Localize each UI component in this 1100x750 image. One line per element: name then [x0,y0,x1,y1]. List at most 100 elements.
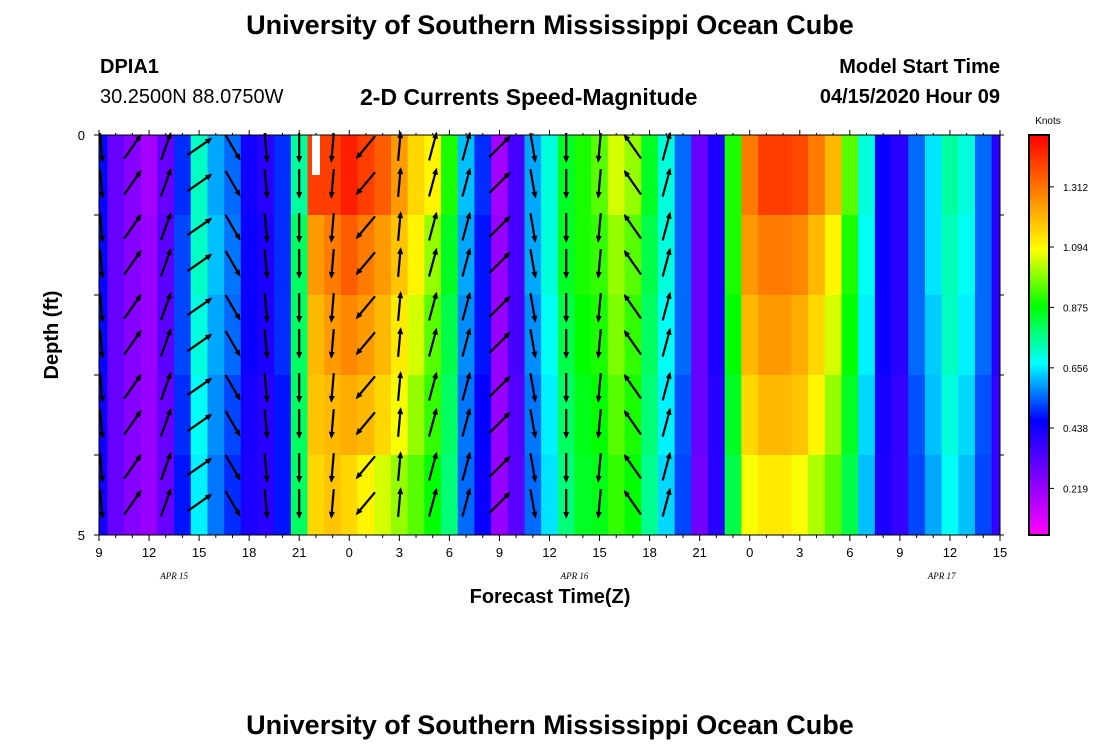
x-tick-label: 0 [346,545,353,560]
heatmap-cell [99,455,108,536]
current-arrow [397,211,404,241]
current-arrow [98,409,105,439]
current-arrow [355,251,376,276]
current-arrow [224,294,241,321]
current-arrow [263,169,270,199]
heatmap-cell [140,375,158,456]
heatmap-cell [507,295,525,376]
heatmap-cell [207,455,225,536]
heatmap-cell [858,455,876,536]
heatmap-cell [941,375,959,456]
heatmap-cell [808,135,826,216]
current-arrow [159,131,172,161]
heatmap-cell [207,375,225,456]
x-tick-label: 18 [642,545,656,560]
current-arrow [461,487,472,517]
x-date-label: APR 15 [159,571,188,581]
current-arrow [529,169,538,199]
heatmap-cell [858,135,876,216]
heatmap-cell [874,135,892,216]
current-arrow [428,487,438,517]
heatmap-cell [507,455,525,536]
current-arrow [355,295,376,320]
heatmap-cell [207,295,225,376]
current-arrow [529,329,538,359]
heatmap-cell [874,215,892,296]
current-arrow [661,407,672,437]
current-arrow [123,329,142,356]
x-tick-label: 3 [796,545,803,560]
heatmap-cell [891,295,909,376]
heatmap-cell [791,215,809,296]
current-arrow [623,169,642,196]
heatmap-cell [841,215,859,296]
heatmap-cell [407,135,425,216]
heatmap-cell [924,295,943,376]
heatmap-cell [240,295,258,376]
colorbar-tick-label: 1.312 [1063,183,1088,194]
heatmap-cell [974,135,993,216]
heatmap-cell [674,135,692,216]
current-arrow [328,409,335,439]
heatmap-cell [774,135,792,216]
current-arrow [428,131,438,161]
current-arrow [397,327,404,357]
heatmap-cell [574,295,592,376]
current-arrow [159,407,172,437]
current-arrow [661,167,672,197]
y-tick-label: 5 [78,528,85,543]
colorbar-tick-label: 0.438 [1063,424,1088,435]
current-arrow [355,411,376,436]
heatmap-cell [140,215,158,296]
heatmap-cell [774,375,792,456]
current-arrow [623,133,642,160]
heatmap-cell [991,135,1001,216]
heatmap-cell [374,215,392,296]
heatmap-cell [374,295,392,376]
heatmap-cell [574,455,592,536]
current-arrow [224,410,241,437]
heatmap-cell [808,455,826,536]
heatmap-cell [207,135,225,216]
heatmap-cell [574,135,592,216]
heatmap-cell [190,295,208,376]
heatmap-cell [758,295,776,376]
x-axis-title: Forecast Time(Z) [470,586,631,608]
y-tick-label: 0 [78,128,85,143]
current-arrow [263,489,270,519]
heatmap-cell [107,375,125,456]
current-arrow [461,327,472,357]
heatmap-cell [374,135,392,216]
heatmap-cell [407,455,425,536]
colorbar-title: Knots [1035,116,1061,127]
current-arrow [661,327,672,357]
current-arrow [461,371,472,401]
heatmap-cell [107,295,125,376]
heatmap-cell [340,455,359,536]
current-arrow [98,329,105,359]
current-arrow [529,453,538,483]
heatmap-cell [107,455,125,536]
heatmap-cell [708,295,726,376]
heatmap-cell [174,295,192,376]
current-arrow [397,247,404,277]
heatmap-cell [441,135,459,216]
current-arrow [397,131,404,161]
current-arrow [488,251,511,274]
heatmap-cell [924,455,943,536]
x-date-label: APR 17 [927,571,956,581]
heatmap-cell [724,375,742,456]
heatmap-cell [758,135,776,216]
heatmap-cell [724,135,742,216]
current-arrow [123,293,142,320]
heatmap-cell [708,455,726,536]
current-arrow [159,291,172,321]
current-arrow [529,373,538,403]
heatmap-cell [441,455,459,536]
heatmap-cell [441,295,459,376]
current-arrow [328,373,335,403]
heatmap-cell [340,295,359,376]
model-start-label: Model Start Time [839,56,1000,78]
colorbar-tick-label: 0.656 [1063,364,1088,375]
heatmap-cell [974,375,993,456]
